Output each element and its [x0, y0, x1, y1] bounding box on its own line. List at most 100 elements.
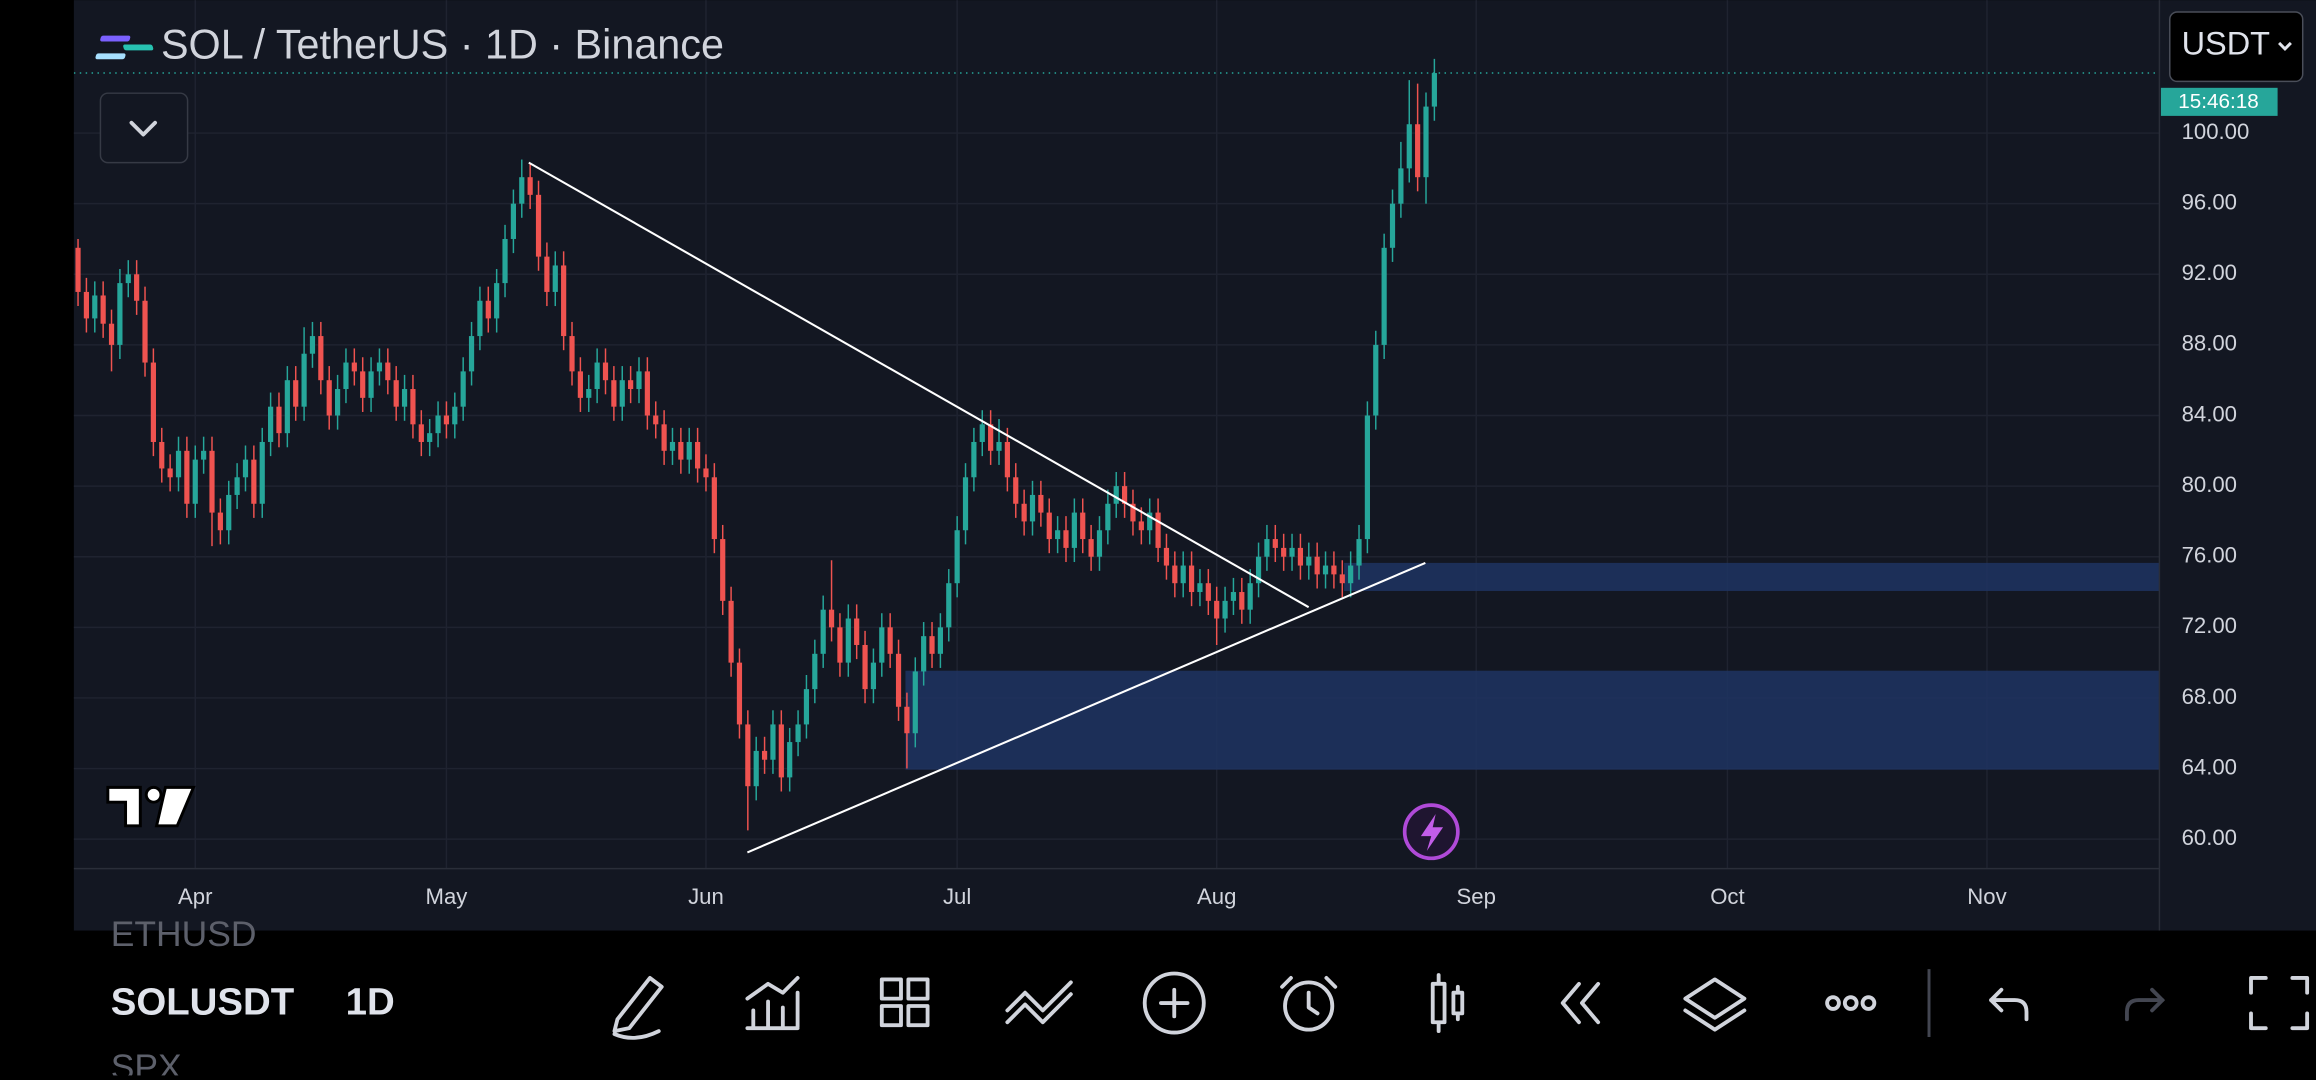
y-tick-label: 64.00	[2182, 754, 2237, 779]
watchlist-item[interactable]: SPX	[111, 1047, 182, 1080]
candle-body	[912, 671, 918, 734]
candle-body	[577, 371, 583, 398]
trendline[interactable]	[746, 561, 1426, 854]
zone	[1344, 562, 2160, 591]
candle-body	[1322, 565, 1329, 575]
candle-body	[1004, 441, 1010, 478]
candle-body	[1013, 477, 1019, 504]
candle-body	[1055, 530, 1061, 540]
candle-body	[820, 609, 826, 654]
x-tick-label: Aug	[1197, 884, 1236, 909]
candle-body	[628, 380, 634, 390]
redo-icon[interactable]	[2125, 987, 2166, 1022]
compare-icon[interactable]	[1005, 980, 1073, 1025]
chart-title: SOL / TetherUS · 1D · Binance	[161, 21, 724, 67]
candle-body	[117, 283, 123, 345]
logo-bar	[100, 35, 131, 42]
candle-body	[460, 371, 466, 407]
candle-body	[1289, 547, 1295, 557]
candle-body	[468, 336, 475, 372]
candle-body	[201, 450, 207, 460]
candle-body	[1247, 583, 1253, 610]
candle-body	[1398, 168, 1404, 204]
candle-body	[535, 194, 542, 257]
candle-body	[1088, 539, 1094, 557]
candle-body	[1373, 344, 1379, 416]
candle-body	[711, 477, 717, 540]
candle-body	[343, 362, 349, 390]
candle-body	[954, 530, 960, 584]
candle-body	[1415, 124, 1421, 178]
x-tick-label: Apr	[178, 884, 212, 909]
x-tick-label: Jul	[943, 884, 971, 909]
more-icon[interactable]	[1825, 995, 1841, 1011]
indicators-icon[interactable]	[745, 976, 800, 1031]
y-tick-label: 96.00	[2182, 190, 2237, 215]
candle-body	[745, 724, 751, 787]
candle-body	[510, 203, 517, 239]
candle-body	[812, 653, 818, 690]
candle-body	[1423, 106, 1429, 178]
candle-body	[862, 644, 868, 690]
zone	[905, 670, 2160, 770]
y-tick-label: 60.00	[2182, 825, 2237, 850]
layers-icon[interactable]	[1683, 977, 1747, 1032]
replay-icon[interactable]	[1560, 981, 1601, 1025]
x-tick-label: May	[426, 884, 469, 909]
candle-body	[611, 380, 617, 407]
candle-body	[1096, 530, 1103, 557]
chart-type-icon[interactable]	[1430, 973, 1465, 1034]
candle-body	[1130, 503, 1136, 522]
watchlist-item[interactable]: ETHUSD	[111, 914, 257, 954]
candle-body	[661, 424, 667, 451]
candle-body	[870, 662, 877, 690]
add-icon[interactable]	[1142, 971, 1206, 1035]
candle-body	[1389, 203, 1396, 248]
candle-body	[1105, 503, 1111, 531]
fullscreen-icon[interactable]	[2249, 976, 2310, 1031]
undo-icon[interactable]	[1989, 987, 2029, 1022]
candle-body	[1264, 539, 1270, 557]
tradingview-logo	[106, 785, 196, 828]
watchlist-item[interactable]: SOLUSDT	[111, 981, 295, 1024]
candle-body	[728, 600, 734, 663]
candle-body	[184, 450, 190, 504]
candle-body	[217, 512, 223, 531]
candle-body	[376, 362, 383, 372]
candle-body	[1147, 512, 1153, 531]
candle-body	[594, 362, 600, 390]
candle-body	[895, 653, 902, 707]
candle-body	[100, 295, 106, 324]
candle-body	[946, 583, 952, 628]
alert-clock-icon[interactable]	[1283, 980, 1335, 1032]
candle-body	[368, 371, 374, 398]
chevron-icon	[129, 120, 158, 137]
candle-body	[301, 353, 307, 407]
candle-body	[276, 406, 282, 434]
candle-body	[494, 283, 500, 319]
draw-icon[interactable]	[612, 976, 664, 1040]
interval[interactable]: 1D	[346, 981, 395, 1024]
candle-body	[904, 706, 910, 734]
candle-body	[695, 441, 701, 469]
currency-button[interactable]	[2169, 11, 2304, 83]
trendline[interactable]	[528, 161, 1310, 609]
candle-body	[644, 371, 650, 416]
candle-body	[795, 724, 801, 743]
y-tick-label: 72.00	[2182, 613, 2237, 638]
candle-body	[988, 424, 994, 451]
chart-background	[73, 0, 2316, 931]
candle-body	[242, 459, 249, 478]
candle-body	[1381, 247, 1387, 345]
candle-body	[427, 433, 433, 442]
candle-body	[393, 380, 399, 407]
candle-body	[1021, 503, 1027, 522]
collapse-button[interactable]	[99, 92, 189, 164]
add-icon-plus	[1159, 987, 1190, 1019]
layout-icon[interactable]	[879, 977, 930, 1028]
candle-body	[351, 362, 357, 372]
candle-body	[293, 380, 299, 407]
candle-body	[854, 618, 860, 645]
